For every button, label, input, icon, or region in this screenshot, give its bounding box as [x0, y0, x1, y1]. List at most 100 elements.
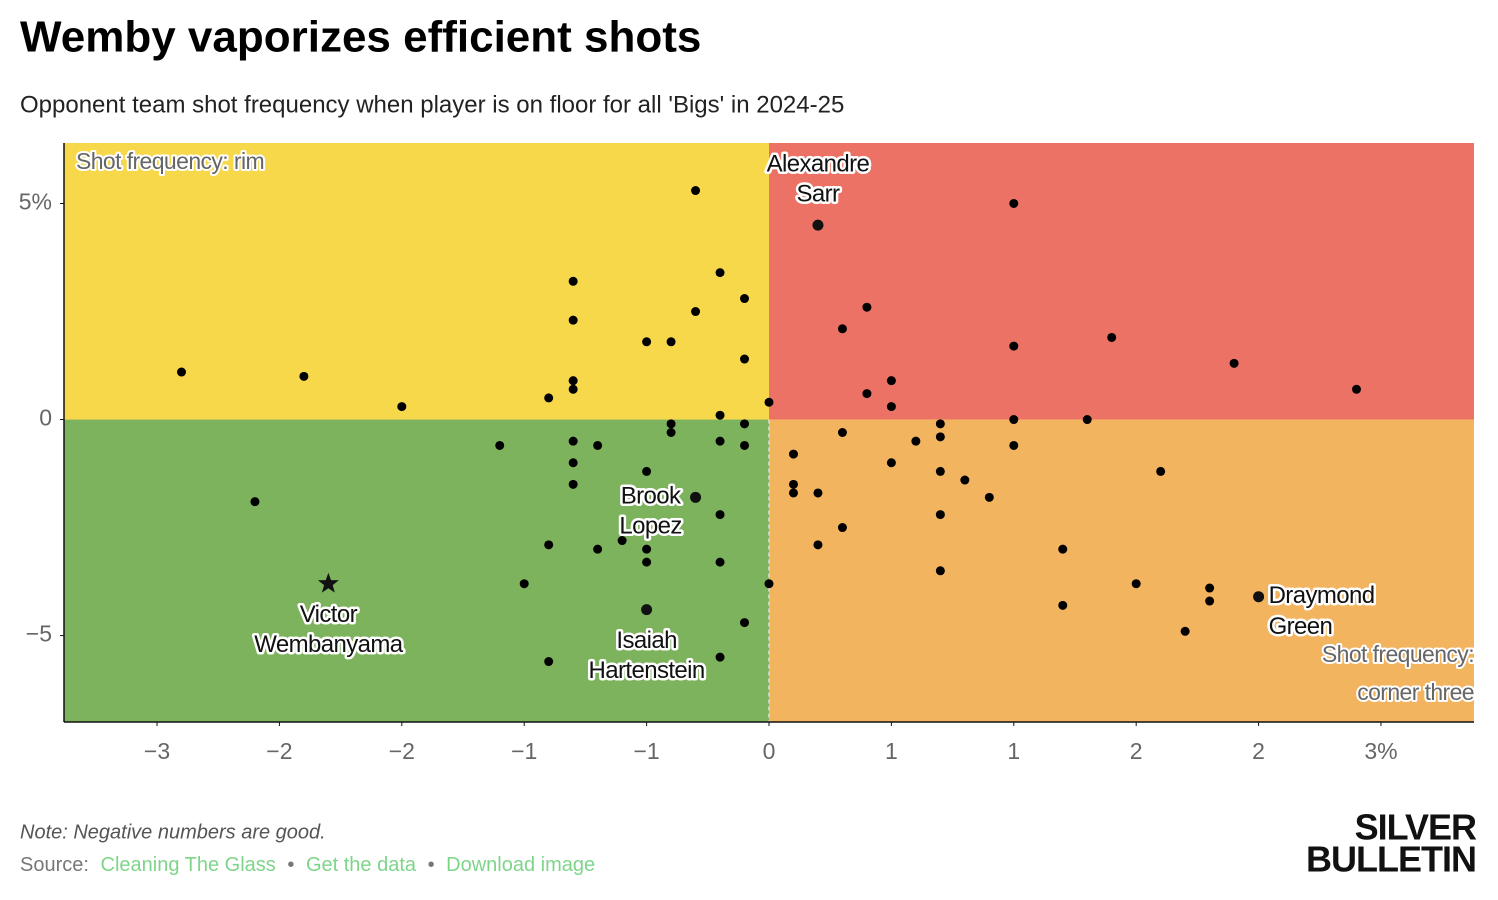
point [935, 419, 945, 429]
point [544, 393, 554, 403]
point [935, 510, 945, 520]
point [544, 540, 554, 550]
separator: • [428, 854, 435, 876]
point [642, 337, 652, 347]
point [788, 479, 798, 489]
x-tick-label: −2 [266, 738, 292, 764]
point [544, 657, 554, 667]
separator: • [287, 854, 294, 876]
point [1107, 332, 1117, 342]
point [740, 440, 750, 450]
point [397, 402, 407, 412]
point [1205, 583, 1215, 593]
source-prefix: Source: [20, 854, 89, 876]
point [935, 466, 945, 476]
highlight-point [641, 604, 653, 616]
point [740, 354, 750, 364]
point [1009, 341, 1019, 351]
point [666, 337, 676, 347]
point [837, 324, 847, 334]
highlight-point [1253, 591, 1265, 603]
quadrant [64, 419, 769, 722]
point [715, 410, 725, 420]
point [642, 466, 652, 476]
point [862, 302, 872, 312]
x-tick-label: 2 [1252, 738, 1265, 764]
y-tick-label: 0 [39, 405, 52, 431]
x-tick-label: 0 [763, 738, 776, 764]
point [568, 479, 578, 489]
highlight-point [317, 572, 339, 593]
x-tick-label: −1 [511, 738, 537, 764]
point [715, 652, 725, 662]
point [177, 367, 186, 377]
quadrant [769, 419, 1474, 722]
y-tick-label: 5% [19, 189, 52, 215]
point-label: Wembanyama [254, 631, 404, 658]
point-label: Hartenstein [589, 657, 705, 684]
note: Note: Negative numbers are good. [20, 821, 326, 843]
plot-area: Shot frequency: rim Shot frequency: corner… [19, 143, 1477, 764]
point [764, 397, 774, 407]
point [862, 389, 872, 399]
point [593, 440, 603, 450]
point [1058, 600, 1068, 610]
point [740, 618, 750, 628]
y-tick-label: −5 [26, 621, 52, 647]
point [740, 419, 750, 429]
x-tick-label: −1 [633, 738, 659, 764]
point [837, 523, 847, 533]
point [984, 492, 994, 502]
point [1082, 415, 1092, 425]
point [788, 449, 798, 459]
point [568, 436, 578, 446]
point [568, 376, 578, 386]
point-label: Isaiah [616, 627, 676, 654]
point [813, 488, 823, 498]
x-tick-label: 1 [885, 738, 898, 764]
point-label: Sarr [796, 180, 840, 207]
x-tick-label: 2 [1130, 738, 1143, 764]
point-label: Green [1269, 613, 1333, 640]
point [642, 544, 652, 554]
point [715, 557, 725, 567]
point [568, 315, 578, 325]
point [837, 428, 847, 437]
x-tick-label: 3% [1364, 738, 1397, 764]
point [1205, 596, 1215, 606]
x-tick-label: −2 [389, 738, 415, 764]
point [886, 376, 896, 386]
point [886, 402, 896, 412]
point [886, 458, 896, 468]
x-tick-label: −3 [144, 738, 170, 764]
quadrant-label: Shot frequency: rim [76, 148, 264, 174]
point [1156, 466, 1166, 476]
point [788, 488, 798, 498]
point [617, 536, 627, 546]
link[interactable]: Download image [446, 854, 595, 876]
link[interactable]: Get the data [306, 854, 417, 876]
x-tick-label: 1 [1007, 738, 1020, 764]
point [568, 276, 578, 286]
point [666, 428, 676, 437]
point [1009, 198, 1019, 208]
point [568, 384, 578, 394]
point [1180, 626, 1190, 636]
point [935, 432, 945, 442]
point [740, 294, 750, 304]
source-line: Source: Cleaning The Glass • Get the dat… [20, 854, 595, 876]
point [1229, 358, 1239, 368]
point [1058, 544, 1068, 554]
quadrant [64, 143, 769, 420]
point [666, 419, 676, 429]
highlight-point [690, 491, 702, 503]
highlight-point [812, 219, 824, 231]
point [691, 307, 701, 317]
chart-title: Wemby vaporizes efficient shots [20, 13, 701, 62]
logo: BULLETIN [1306, 839, 1476, 880]
point-label: Victor [300, 601, 358, 628]
link[interactable]: Cleaning The Glass [101, 854, 276, 876]
point [250, 497, 260, 507]
chart-subtitle: Opponent team shot frequency when player… [20, 91, 844, 118]
